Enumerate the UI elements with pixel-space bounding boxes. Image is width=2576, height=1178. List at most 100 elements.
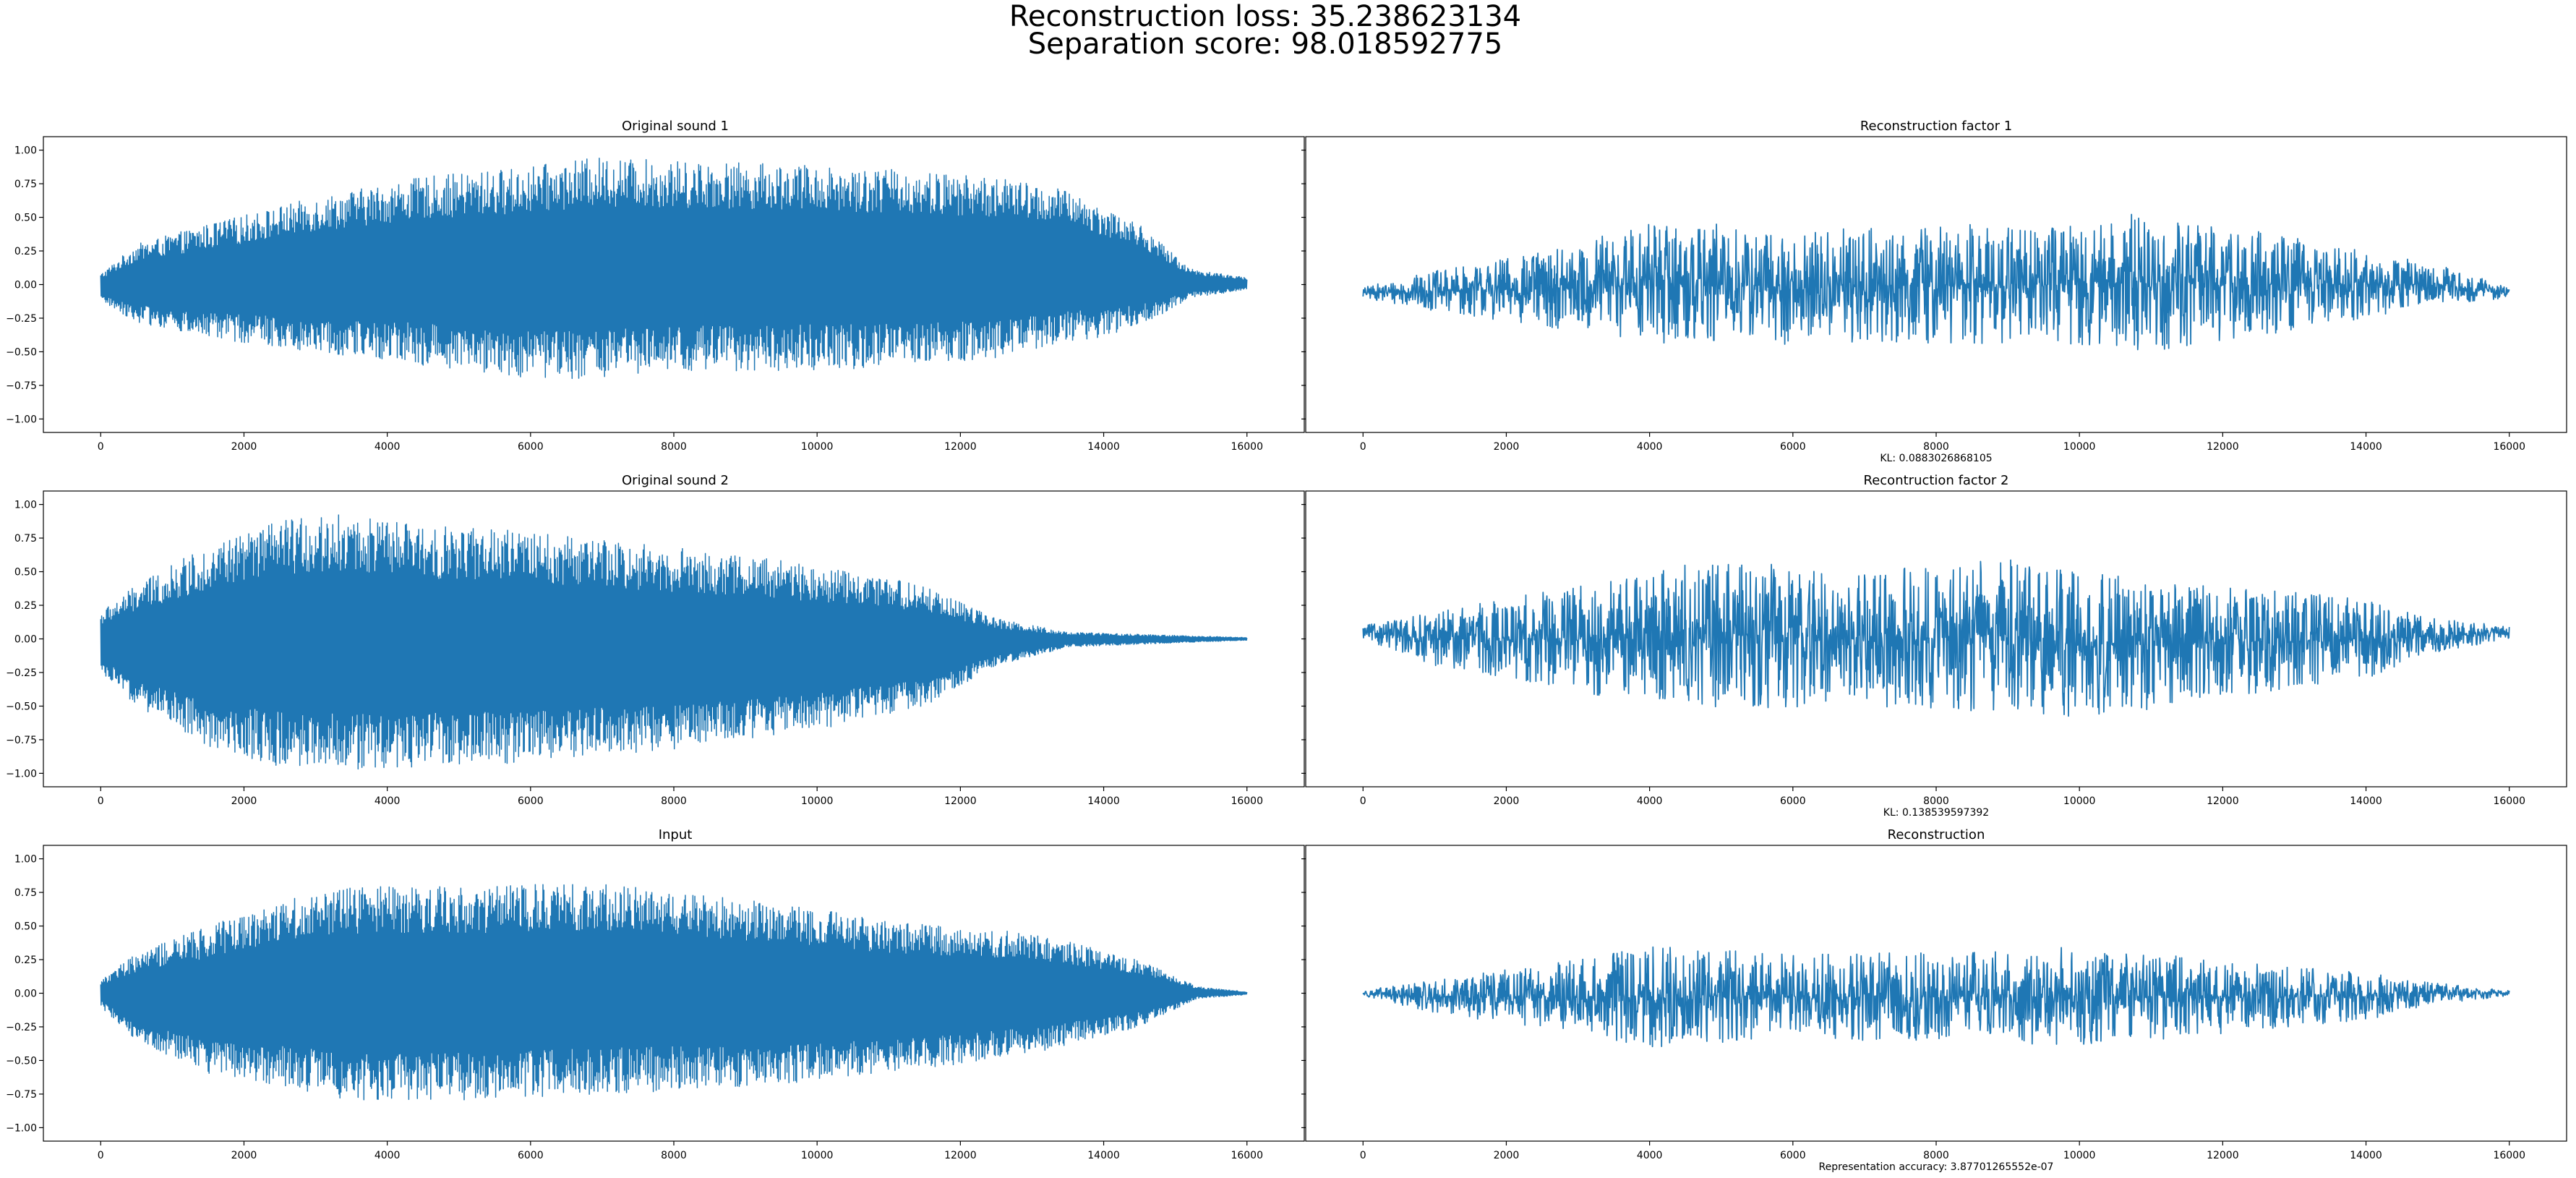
x-tick-label: 6000 <box>518 795 544 807</box>
figure-title-line1: Reconstruction loss: 35.238623134 <box>1009 0 1521 33</box>
x-tick-label: 2000 <box>1494 1150 1520 1161</box>
x-tick-label: 0 <box>1360 441 1366 453</box>
subplot-xlabel: KL: 0.0883026868105 <box>1880 453 1992 464</box>
x-tick-label: 10000 <box>801 1150 834 1161</box>
waveform-line <box>100 514 1248 770</box>
y-tick-label: 0.00 <box>14 989 37 1000</box>
x-tick-label: 12000 <box>2207 795 2239 807</box>
y-tick-label: 1.00 <box>14 500 37 511</box>
subplot-title: Reconstruction factor 1 <box>1860 119 2012 134</box>
waveform-line <box>1362 946 2510 1048</box>
y-tick-label: 0.00 <box>14 280 37 291</box>
x-tick-label: 10000 <box>2063 441 2096 453</box>
x-tick-label: 6000 <box>1780 795 1806 807</box>
x-tick-label: 14000 <box>1087 795 1120 807</box>
x-tick-label: 12000 <box>944 1150 977 1161</box>
x-tick-label: 0 <box>98 1150 104 1161</box>
x-tick-label: 14000 <box>2350 1150 2382 1161</box>
x-tick-label: 4000 <box>375 1150 401 1161</box>
subplot-title: Reconstruction <box>1888 827 1985 842</box>
subplot-xlabel: KL: 0.138539597392 <box>1883 807 1989 819</box>
x-tick-label: 2000 <box>1494 441 1520 453</box>
subplot-original-sound-1: Original sound 1 0 2000 4000 6000 8000 10000 1… <box>6 119 1305 453</box>
y-tick-label: 0.75 <box>14 533 37 545</box>
x-tick-label: 8000 <box>1923 795 1949 807</box>
x-tick-label: 6000 <box>518 1150 544 1161</box>
x-tick-label: 10000 <box>2063 795 2096 807</box>
subplot-reconstruction-factor-1: Reconstruction factor 1 KL: 0.0883026868… <box>1301 119 2567 464</box>
y-tick-label: −0.50 <box>6 1055 37 1067</box>
y-tick-label: −0.75 <box>6 1089 37 1101</box>
y-tick-label: −0.75 <box>6 380 37 392</box>
x-tick-label: 16000 <box>2493 795 2525 807</box>
y-tick-label: −0.25 <box>6 1022 37 1033</box>
x-tick-label: 12000 <box>944 441 977 453</box>
x-tick-label: 0 <box>1360 1150 1366 1161</box>
y-tick-label: 0.50 <box>14 921 37 933</box>
x-tick-label: 14000 <box>1087 441 1120 453</box>
x-tick-label: 16000 <box>1231 1150 1263 1161</box>
x-tick-label: 14000 <box>2350 441 2382 453</box>
subplot-reconstruction-factor-2: Recontruction factor 2 KL: 0.13853959739… <box>1301 473 2567 819</box>
y-tick-label: 0.50 <box>14 567 37 579</box>
y-tick-label: −0.50 <box>6 701 37 712</box>
x-tick-label: 14000 <box>2350 795 2382 807</box>
x-tick-label: 8000 <box>1923 441 1949 453</box>
y-tick-label: 1.00 <box>14 145 37 157</box>
y-tick-label: 0.25 <box>14 246 37 257</box>
y-tick-label: −0.25 <box>6 667 37 679</box>
x-tick-label: 2000 <box>231 795 257 807</box>
x-tick-label: 4000 <box>375 795 401 807</box>
y-tick-label: 0.25 <box>14 955 37 966</box>
x-tick-label: 10000 <box>801 795 834 807</box>
subplot-title: Input <box>659 827 693 842</box>
waveform-line <box>1362 559 2510 717</box>
x-tick-label: 16000 <box>1231 795 1263 807</box>
x-tick-label: 2000 <box>231 1150 257 1161</box>
x-tick-label: 2000 <box>231 441 257 453</box>
x-tick-label: 4000 <box>1637 795 1663 807</box>
x-tick-label: 8000 <box>661 795 687 807</box>
y-tick-label: −1.00 <box>6 768 37 780</box>
x-tick-label: 8000 <box>661 1150 687 1161</box>
x-tick-label: 0 <box>98 441 104 453</box>
x-tick-label: 8000 <box>1923 1150 1949 1161</box>
x-tick-label: 12000 <box>2207 1150 2239 1161</box>
y-tick-label: 0.75 <box>14 887 37 899</box>
x-tick-label: 14000 <box>1087 1150 1120 1161</box>
x-tick-label: 16000 <box>2493 1150 2525 1161</box>
subplot-title: Recontruction factor 2 <box>1864 473 2009 488</box>
x-tick-label: 12000 <box>944 795 977 807</box>
x-tick-label: 4000 <box>1637 441 1663 453</box>
x-tick-label: 16000 <box>2493 441 2525 453</box>
subplot-xlabel: Representation accuracy: 3.87701265552e-… <box>1819 1161 2054 1173</box>
waveform-line <box>100 884 1248 1101</box>
x-tick-label: 16000 <box>1231 441 1263 453</box>
x-tick-label: 6000 <box>1780 1150 1806 1161</box>
waveform-line <box>1362 213 2510 351</box>
y-tick-label: 0.25 <box>14 600 37 612</box>
subplot-reconstruction: Reconstruction Representation accuracy: … <box>1301 827 2567 1173</box>
figure-title-line2: Separation score: 98.018592775 <box>1028 27 1503 61</box>
x-tick-label: 2000 <box>1494 795 1520 807</box>
y-tick-label: 0.50 <box>14 213 37 224</box>
y-tick-label: −0.50 <box>6 346 37 358</box>
y-tick-label: −0.25 <box>6 313 37 325</box>
x-tick-label: 0 <box>98 795 104 807</box>
y-tick-label: 0.00 <box>14 634 37 646</box>
subplot-original-sound-2: Original sound 2 0 2000 4000 6000 8000 10000 1… <box>6 473 1305 807</box>
x-tick-label: 0 <box>1360 795 1366 807</box>
subplot-title: Original sound 2 <box>622 473 729 488</box>
subplot-input: Input 0 2000 4000 6000 8000 10000 12000 14000 16… <box>6 827 1305 1161</box>
subplot-title: Original sound 1 <box>622 119 729 134</box>
x-tick-label: 8000 <box>661 441 687 453</box>
y-tick-label: −0.75 <box>6 735 37 746</box>
x-tick-label: 10000 <box>801 441 834 453</box>
y-tick-label: −1.00 <box>6 1122 37 1134</box>
y-tick-label: 0.75 <box>14 179 37 190</box>
x-tick-label: 6000 <box>518 441 544 453</box>
x-tick-label: 12000 <box>2207 441 2239 453</box>
x-tick-label: 6000 <box>1780 441 1806 453</box>
waveform-line <box>100 158 1248 380</box>
